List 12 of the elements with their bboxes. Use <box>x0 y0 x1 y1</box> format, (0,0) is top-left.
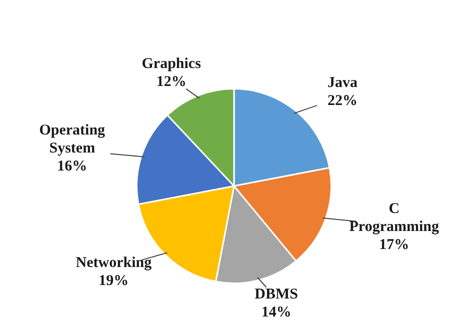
data-label: 16% <box>57 158 88 174</box>
data-label: 17% <box>379 237 410 254</box>
slice-label: Graphics <box>142 56 202 72</box>
slice-label: Networking <box>76 254 152 271</box>
slice-label: Operating System <box>39 122 106 156</box>
data-label: 14% <box>261 304 292 321</box>
data-label: 22% <box>327 93 358 110</box>
slice-label: Java <box>327 75 358 92</box>
data-label: 12% <box>156 74 186 90</box>
data-label: 19% <box>98 272 129 289</box>
slice-label: DBMS <box>254 286 298 303</box>
slice-label: C Programming <box>349 201 440 236</box>
